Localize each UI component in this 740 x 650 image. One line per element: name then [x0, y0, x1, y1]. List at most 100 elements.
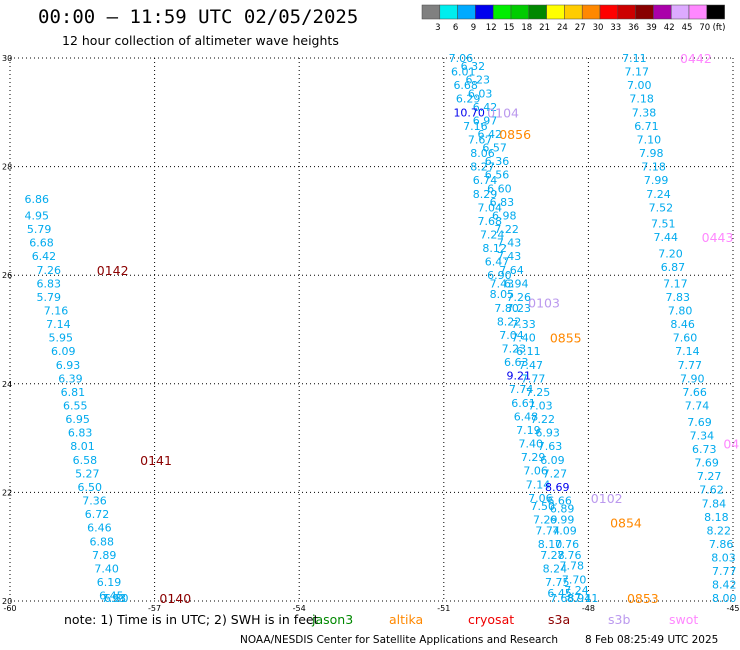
satellite-legend-s3a: s3a — [548, 612, 570, 627]
wave-height-value: 10.70 — [453, 106, 485, 119]
wave-height-value: 7.76 — [557, 549, 582, 562]
wave-height-value: 6.72 — [85, 508, 110, 521]
wave-height-value: 8.22 — [706, 524, 731, 537]
wave-height-value: 7.74 — [535, 524, 560, 537]
legend-label: 9 — [471, 23, 476, 33]
wave-height-value: 6.45 — [547, 587, 572, 600]
wave-height-value: 8.12 — [482, 242, 507, 255]
wave-height-value: 7.11 — [622, 52, 647, 65]
wave-height-value: 6.09 — [51, 345, 76, 358]
wave-height-value: 7.11 — [574, 592, 599, 605]
wave-height-value: 7.19 — [516, 424, 541, 437]
wave-height-value: 6.90 — [487, 269, 512, 282]
wave-height-value: 7.63 — [538, 440, 563, 453]
pass-time-label: 0854 — [610, 515, 642, 530]
satellite-legend-cryosat: cryosat — [468, 612, 514, 627]
lat-tick-label: 28 — [2, 163, 12, 172]
wave-height-value: 7.51 — [651, 218, 676, 231]
lat-tick-label: 24 — [2, 380, 12, 389]
satellite-legend-s3b: s3b — [608, 612, 630, 627]
wave-height-value: 6.42 — [473, 101, 498, 114]
legend-swatch — [421, 4, 441, 20]
legend-swatch — [457, 4, 476, 20]
lat-tick-label: 30 — [2, 54, 12, 63]
wave-height-value: 6.36 — [485, 155, 510, 168]
pass-time-label: 0855 — [550, 331, 582, 346]
legend-label: 27 — [575, 23, 586, 33]
wave-height-value: 6.83 — [490, 196, 514, 209]
legend-swatch — [706, 4, 725, 20]
legend-swatch — [635, 4, 654, 20]
lon-tick-label: -57 — [148, 604, 161, 613]
wave-height-value: 8.27 — [470, 161, 495, 174]
wave-height-value: 7.04 — [499, 329, 523, 342]
wave-height-value: 8.94 — [567, 592, 592, 605]
wave-height-value: 7.68 — [478, 215, 503, 228]
legend-label: 33 — [610, 23, 621, 33]
wave-height-value: 7.18 — [641, 161, 666, 174]
wave-height-value: 6.60 — [487, 182, 512, 195]
wave-height-value: 6.50 — [77, 481, 102, 494]
wave-height-value: 6.09 — [540, 454, 565, 467]
wave-height-value: 7.20 — [658, 247, 683, 260]
legend-swatch — [653, 4, 672, 20]
wave-height-value: 7.27 — [697, 470, 722, 483]
pass-time-label: 0142 — [97, 263, 129, 278]
wave-height-value: 7.69 — [694, 457, 719, 470]
wave-height-value: 6.68 — [453, 79, 478, 92]
wave-height-value: 7.60 — [673, 332, 698, 345]
pass-time-label: 0856 — [499, 127, 531, 142]
wave-height-value: 7.17 — [625, 66, 650, 79]
wave-height-value: 7.83 — [666, 291, 691, 304]
wave-height-value: 7.98 — [639, 147, 664, 160]
wave-height-value: 6.68 — [29, 237, 53, 250]
legend-label: 36 — [628, 23, 639, 33]
legend-label: 3 — [435, 23, 440, 33]
color-legend: 3 6 9 12 15 18 21 24 27 30 33 36 39 42 45 70 (ft) — [421, 4, 725, 33]
legend-label: 42 — [664, 23, 675, 33]
legend-swatch — [670, 4, 690, 20]
pass-time-label: 0140 — [159, 591, 191, 606]
wave-height-value: 5.27 — [75, 467, 100, 480]
wave-height-value: 7.40 — [94, 562, 119, 575]
pass-time-label: 0104 — [487, 105, 519, 120]
wave-height-value: 6.86 — [24, 193, 49, 206]
wave-height-value: 6.80 — [104, 592, 128, 605]
wave-height-value: 7.14 — [526, 478, 551, 491]
wave-height-value: 7.84 — [702, 497, 727, 510]
wave-height-value: 6.47 — [485, 256, 510, 269]
wave-height-value: 7.29 — [533, 514, 558, 527]
wave-height-value: 7.77 — [678, 359, 703, 372]
wave-height-value: 7.04 — [478, 201, 503, 214]
wave-height-points: 6.864.955.796.686.427.266.835.797.167.14… — [24, 52, 736, 605]
wave-height-value: 7.17 — [663, 277, 688, 290]
pass-time-label: 0443 — [702, 230, 734, 245]
wave-height-value: 5.95 — [49, 332, 73, 345]
wave-height-value: 7.50 — [531, 500, 556, 513]
wave-height-value: 6.81 — [61, 386, 86, 399]
legend-swatch — [688, 4, 708, 20]
wave-height-value: 6.98 — [492, 209, 517, 222]
wave-height-value: 7.09 — [552, 524, 577, 537]
wave-height-value: 7.27 — [543, 467, 568, 480]
page-subtitle: 12 hour collection of altimeter wave hei… — [62, 33, 339, 48]
wave-height-value: 6.19 — [97, 576, 122, 589]
wave-height-value: 6.01 — [451, 66, 476, 79]
wave-height-value: 7.47 — [519, 359, 544, 372]
pass-time-label: 04 — [723, 437, 739, 452]
legend-swatch — [617, 4, 636, 20]
footer-timestamp: 8 Feb 08:25:49 UTC 2025 — [585, 634, 719, 646]
satellite-legend-swot: swot — [669, 612, 698, 627]
wave-height-value: 6.99 — [550, 514, 575, 527]
wave-height-value: 7.77 — [521, 372, 546, 385]
wave-height-value: 7.26 — [506, 291, 530, 304]
wave-height-value: 6.58 — [73, 454, 98, 467]
wave-height-value: 6.83 — [68, 427, 93, 440]
wave-height-value: 7.23 — [506, 302, 530, 315]
legend-label: 6 — [453, 23, 458, 33]
wave-height-value: 8.01 — [70, 440, 95, 453]
wave-height-value: 7.74 — [685, 400, 710, 413]
wave-height-value: 7.40 — [511, 332, 536, 345]
wave-height-value: 5.79 — [27, 223, 52, 236]
wave-height-value: 6.42 — [478, 128, 503, 141]
